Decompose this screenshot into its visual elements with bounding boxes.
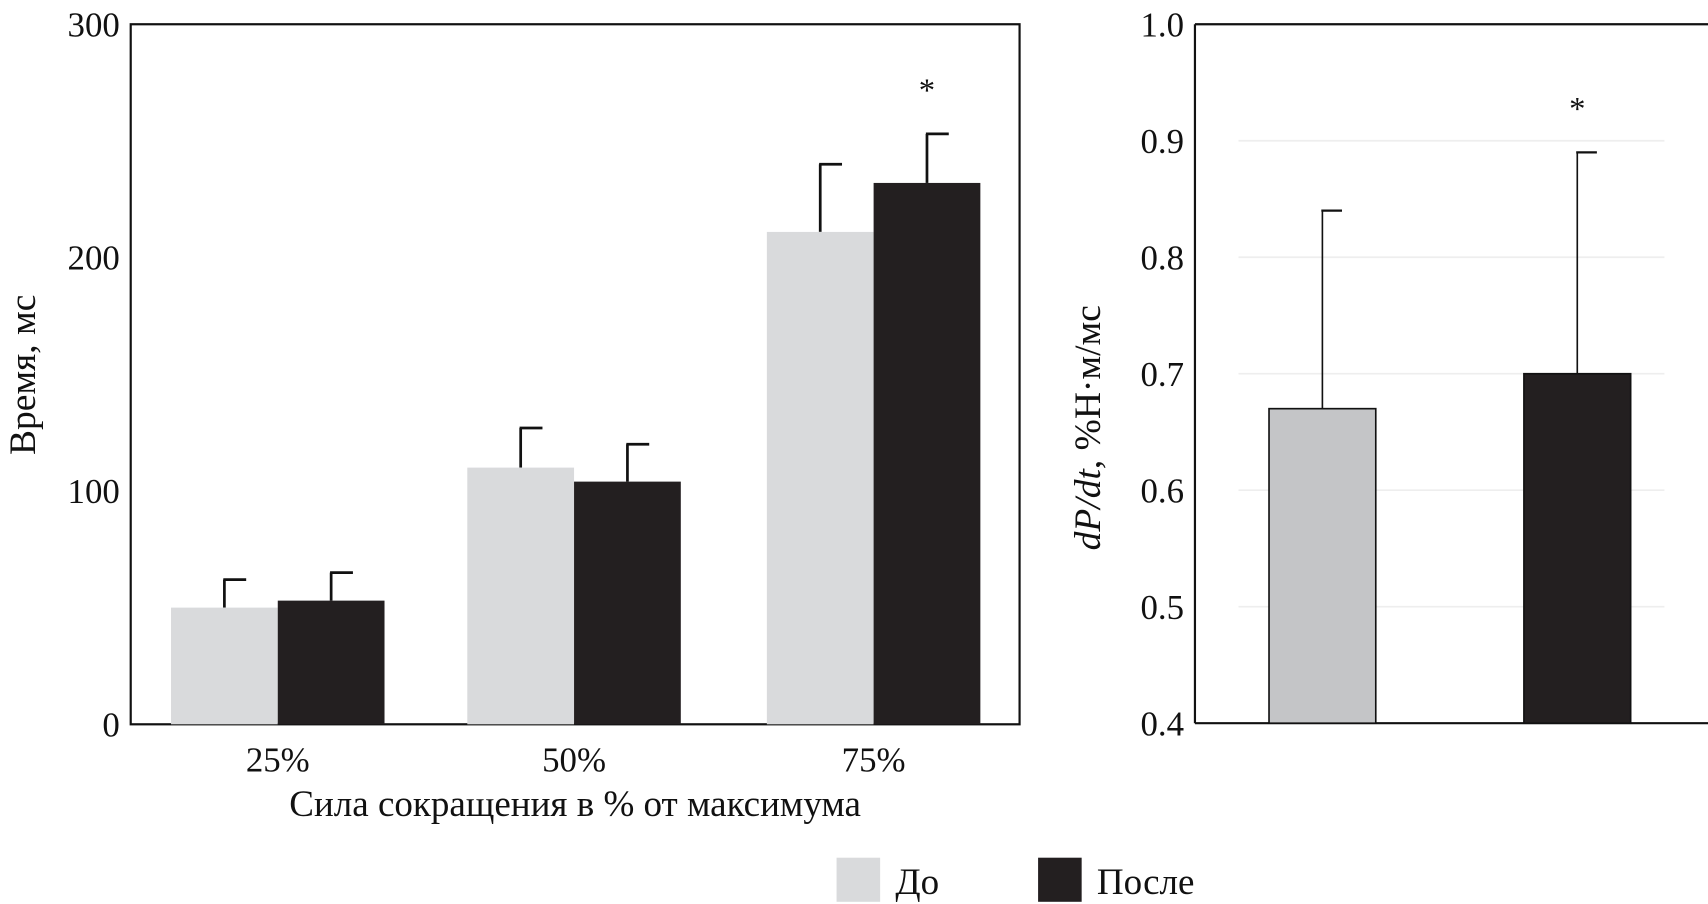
bar-После [277, 600, 385, 725]
legend-swatch [1038, 857, 1082, 902]
right-y-axis-label-unit: , %Н·м/мс [1068, 305, 1109, 469]
y-tick-label: 1.0 [1141, 5, 1185, 44]
y-tick-label: 100 [68, 472, 120, 511]
right-y-axis-label-italic: dP/dt [1068, 467, 1109, 550]
y-tick-label: 0.7 [1141, 355, 1185, 394]
y-tick-label: 0 [102, 705, 119, 744]
bar-До [766, 231, 874, 725]
bar-После [873, 182, 981, 725]
significance-marker: * [919, 73, 935, 109]
y-tick-label: 0.4 [1141, 704, 1185, 743]
y-tick-label: 300 [68, 5, 120, 44]
bar-После [574, 481, 681, 725]
y-tick-label: 0.5 [1141, 588, 1185, 627]
bar-До [467, 467, 575, 725]
left-x-axis-label: Сила сокращения в % от максимума [289, 784, 861, 825]
x-tick-label: 75% [842, 741, 906, 780]
left-chart: 0 100 200 300 25% 50% 75% * [68, 5, 1021, 780]
bar-До [171, 607, 278, 725]
left-y-axis-label: Время, мс [3, 295, 44, 455]
significance-marker: * [1569, 91, 1585, 127]
x-tick-label: 25% [246, 741, 310, 780]
right-chart: 0.4 0.5 0.6 0.7 0.8 0.9 1.0 * [1141, 5, 1708, 743]
bar-До [1268, 407, 1377, 725]
legend-label: До [895, 862, 939, 903]
bar-После [1523, 372, 1632, 725]
y-tick-label: 200 [68, 239, 120, 278]
legend: До После [836, 857, 1195, 903]
legend-label: После [1097, 862, 1195, 903]
y-tick-label: 0.8 [1141, 238, 1185, 277]
y-tick-label: 0.6 [1141, 471, 1185, 510]
right-y-axis-label: dP/dt, %Н·м/мс [1068, 305, 1109, 550]
legend-swatch [836, 857, 881, 902]
y-tick-label: 0.9 [1141, 122, 1185, 161]
x-tick-label: 50% [542, 741, 606, 780]
